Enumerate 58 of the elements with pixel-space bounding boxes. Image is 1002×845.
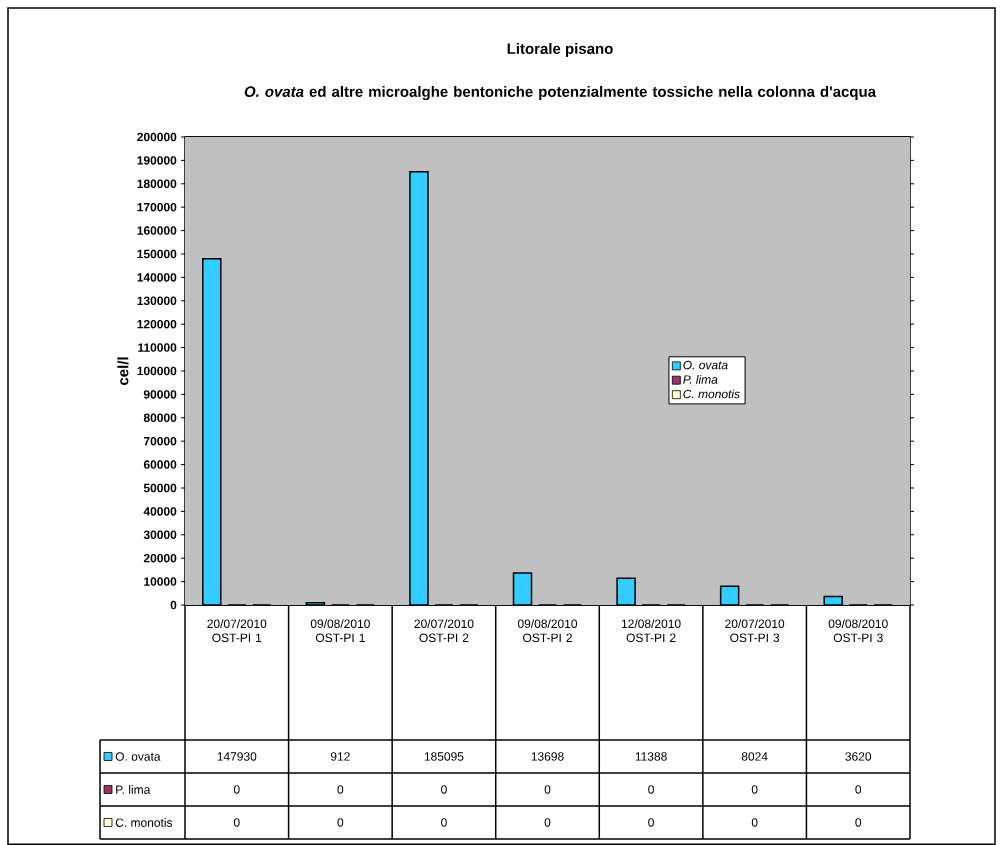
data-label: 11388 <box>635 752 667 761</box>
data-label: 147930 <box>217 752 257 761</box>
y-tick-label: 170000 <box>137 202 177 212</box>
data-label: 0 <box>337 785 344 794</box>
y-tick-label: 30000 <box>143 530 177 540</box>
data-label: 185095 <box>424 752 464 761</box>
chart-title: Litorale pisano <box>507 42 613 57</box>
data-label: 0 <box>855 818 862 827</box>
x-tick-label: 20/07/2010 OST-PI 3 <box>725 619 785 642</box>
y-tick-label: 40000 <box>143 507 177 516</box>
y-tick-label: 10000 <box>144 577 177 586</box>
data-label: 0 <box>648 818 654 827</box>
data-label: 0 <box>855 785 862 794</box>
chart-subtitle: O. ovata ed altre microalghe bentoniche potenzialmente tossiche nella colonna d'acqua <box>244 85 877 101</box>
y-tick-label: 90000 <box>143 390 177 399</box>
legend-label: C. monotis <box>683 389 740 399</box>
data-label: 0 <box>648 785 654 794</box>
x-tick-label: 20/07/2010 OST-PI 2 <box>414 619 474 642</box>
data-label: 0 <box>337 818 344 827</box>
data-label: 0 <box>233 785 240 794</box>
data-label: 8024 <box>741 752 768 761</box>
data-label: 0 <box>751 785 758 794</box>
x-tick-label: 09/08/2010 OST-PI 3 <box>828 619 888 642</box>
x-tick-label: 20/07/2010 OST-PI 1 <box>207 619 267 642</box>
text: P. lima <box>116 785 151 794</box>
y-tick-label: 20000 <box>143 553 177 563</box>
y-tick-label: 190000 <box>137 156 177 165</box>
data-label: 13698 <box>531 752 564 761</box>
y-axis-title: cel/l <box>117 357 129 385</box>
x-tick-label: 09/08/2010 OST-PI 1 <box>310 619 370 642</box>
data-label: 0 <box>544 785 551 794</box>
y-tick-label: 140000 <box>137 273 177 282</box>
data-label: 912 <box>330 752 350 761</box>
legend-label: O. ovata <box>683 360 728 370</box>
y-tick-label: 120000 <box>137 319 177 329</box>
data-label: 0 <box>544 818 551 827</box>
y-tick-label: 180000 <box>137 179 177 189</box>
y-tick-label: 100000 <box>137 366 177 376</box>
y-tick-label: 80000 <box>143 413 177 423</box>
data-label: 0 <box>751 818 758 827</box>
y-tick-label: 150000 <box>137 249 177 259</box>
data-label: 0 <box>441 785 447 794</box>
data-label: 0 <box>233 818 240 827</box>
text: C. monotis <box>115 818 173 827</box>
y-tick-label: 110000 <box>138 343 177 352</box>
y-tick-label: 70000 <box>143 436 177 446</box>
y-tick-label: 60000 <box>143 460 177 469</box>
x-tick-label: 09/08/2010 OST-PI 2 <box>517 619 578 642</box>
y-tick-label: 200000 <box>137 132 177 142</box>
data-label: 0 <box>441 818 447 827</box>
legend-label: P. lima <box>683 374 718 384</box>
text: O. ovata <box>115 752 161 761</box>
y-tick-label: 0 <box>170 600 177 610</box>
y-tick-label: 160000 <box>137 226 177 235</box>
data-label: 3620 <box>845 752 872 761</box>
y-tick-label: 130000 <box>137 296 177 306</box>
x-tick-label: 12/08/2010 OST-PI 2 <box>621 619 681 642</box>
y-tick-label: 50000 <box>143 483 177 493</box>
